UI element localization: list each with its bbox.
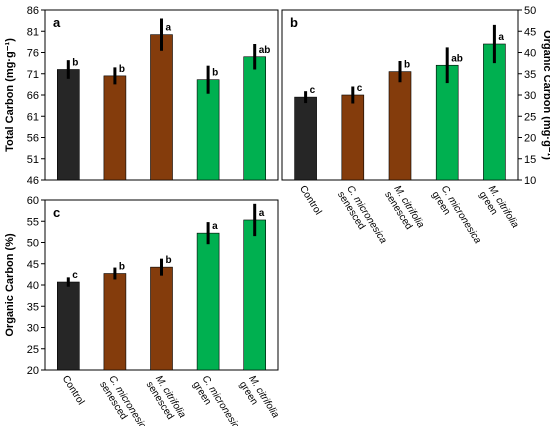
y-tick-label: 46 [27,175,39,187]
bar [150,34,173,181]
panel-letter: b [290,15,298,30]
significance-label: ab [259,45,271,56]
panel-letter: a [53,15,61,30]
bar [341,94,365,181]
category-label: M. citrifoliasenesced [144,374,188,426]
y-tick-label: 35 [524,69,536,81]
panel-c: 20 25 30 35 40 45 50 55 60 Organic Carbon (%) c c b b… [4,195,281,426]
panel-b: 10 15 20 25 30 35 40 45 50 Organic Carbon (mg·g⁻¹… [281,5,550,252]
y-tick-label: 61 [27,111,39,123]
category-label: C. micronesicasenesced [97,374,151,426]
category-label: C. micronesicagreen [429,184,483,252]
bar [56,281,80,371]
bar [196,79,220,181]
y-axis-label: Organic Carbon (mg·g⁻¹) [541,30,550,160]
y-tick-label: 56 [27,133,39,145]
category-label-line: Control [297,184,323,217]
y-tick-label: 15 [524,154,536,166]
significance-label: b [72,58,78,69]
bar [196,232,220,371]
category-label: M. citrifoliasenesced [382,184,426,237]
category-label-line: Control [60,374,86,407]
y-tick-label: 20 [524,133,536,145]
bar [103,273,127,371]
significance-label: ab [451,53,463,64]
significance-label: a [498,32,504,43]
significance-label: c [72,270,78,281]
significance-label: b [404,60,410,71]
bar [388,71,412,181]
significance-label: b [166,255,172,266]
panel-letter: c [53,205,60,220]
category-label: M. citrifoliagreen [477,184,521,237]
y-tick-label: 20 [27,365,39,377]
significance-label: c [357,83,363,94]
y-tick-label: 51 [27,154,39,166]
category-label: Control [60,374,86,407]
significance-label: a [212,221,218,232]
y-tick-label: 60 [27,195,39,207]
significance-label: a [259,208,265,219]
y-tick-label: 30 [524,90,536,102]
significance-label: b [119,64,125,75]
bar [103,75,127,181]
category-label: Control [297,184,323,217]
significance-label: b [212,68,218,79]
y-tick-label: 40 [524,48,536,60]
y-tick-label: 71 [27,69,39,81]
y-tick-label: 50 [524,5,536,17]
y-tick-label: 25 [27,344,39,356]
y-axis-label: Organic Carbon (%) [4,233,16,337]
category-label: M. citrifoliagreen [237,374,281,426]
y-axis-label: Total Carbon (mg·g⁻¹) [4,38,16,152]
bar [56,69,80,181]
category-label: C. micronesicagreen [190,374,244,426]
bar [294,96,317,181]
bar [243,219,266,371]
y-tick-label: 86 [27,5,39,17]
y-tick-label: 50 [27,238,39,250]
significance-label: a [166,23,172,34]
category-label: C. micronesicasenesced [335,184,389,252]
y-tick-label: 10 [524,175,536,187]
bar [150,266,173,371]
y-tick-label: 81 [27,26,39,38]
significance-label: c [310,85,316,96]
bar [483,43,506,181]
significance-label: b [119,262,125,273]
y-tick-label: 40 [27,280,39,292]
y-tick-label: 45 [27,259,39,271]
y-tick-label: 55 [27,216,39,228]
y-tick-label: 30 [27,323,39,335]
panel-a: 46 51 56 61 66 71 76 81 86 Total Carbon (mg·g⁻¹) a… [4,5,279,187]
y-tick-label: 35 [27,301,39,313]
y-tick-label: 25 [524,111,536,123]
y-tick-label: 76 [27,48,39,60]
bar [243,56,266,181]
y-tick-label: 45 [524,26,536,38]
y-tick-label: 66 [27,90,39,102]
